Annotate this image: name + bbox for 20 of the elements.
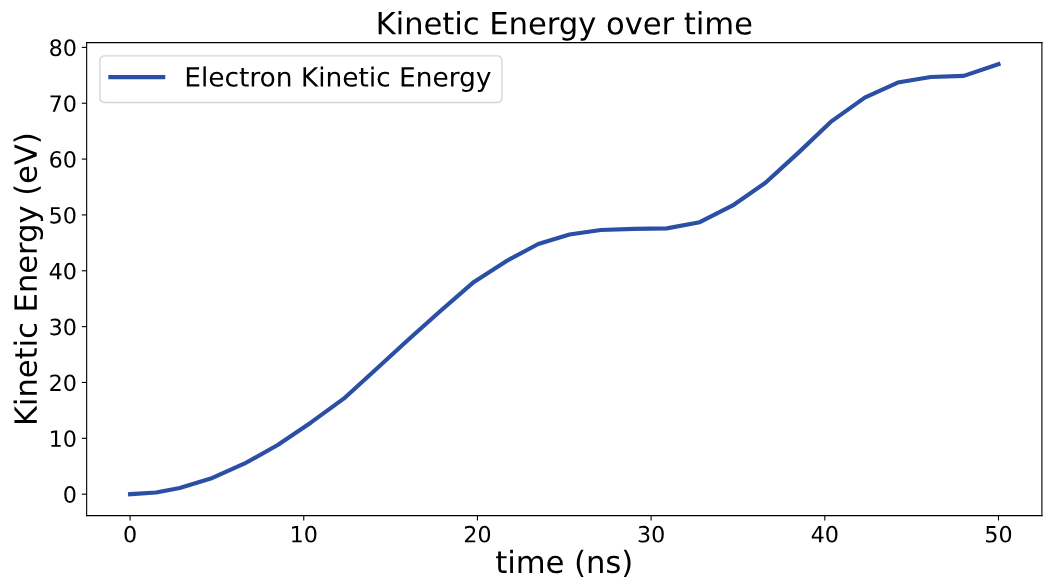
x-tick-label: 0 [124, 525, 136, 543]
line-series [127, 62, 1001, 497]
y-tick-label: 40 [49, 262, 76, 280]
y-tick-label: 70 [50, 95, 76, 112]
y-tick-label: 50 [50, 206, 76, 224]
y-tick-label: 80 [50, 39, 76, 57]
y-tick-label: 20 [50, 374, 76, 392]
y-tick-label: 30 [50, 318, 76, 336]
x-tick-label: 30 [638, 525, 664, 543]
legend-label: Electron Kinetic Energy [186, 66, 491, 92]
x-tick-label: 40 [811, 525, 838, 543]
x-tick-label: 10 [292, 525, 317, 543]
y-tick-label: 10 [51, 430, 76, 448]
y-tick-label: 60 [50, 151, 76, 168]
x-axis-title: time (ns) [496, 549, 631, 577]
chart-title: Kinetic Energy over time [378, 11, 752, 41]
y-tick-label: 0 [64, 486, 76, 503]
y-axis-title: Kinetic Energy (eV) [13, 134, 44, 424]
x-tick-label: 20 [464, 525, 491, 543]
x-tick-label: 50 [986, 525, 1012, 543]
